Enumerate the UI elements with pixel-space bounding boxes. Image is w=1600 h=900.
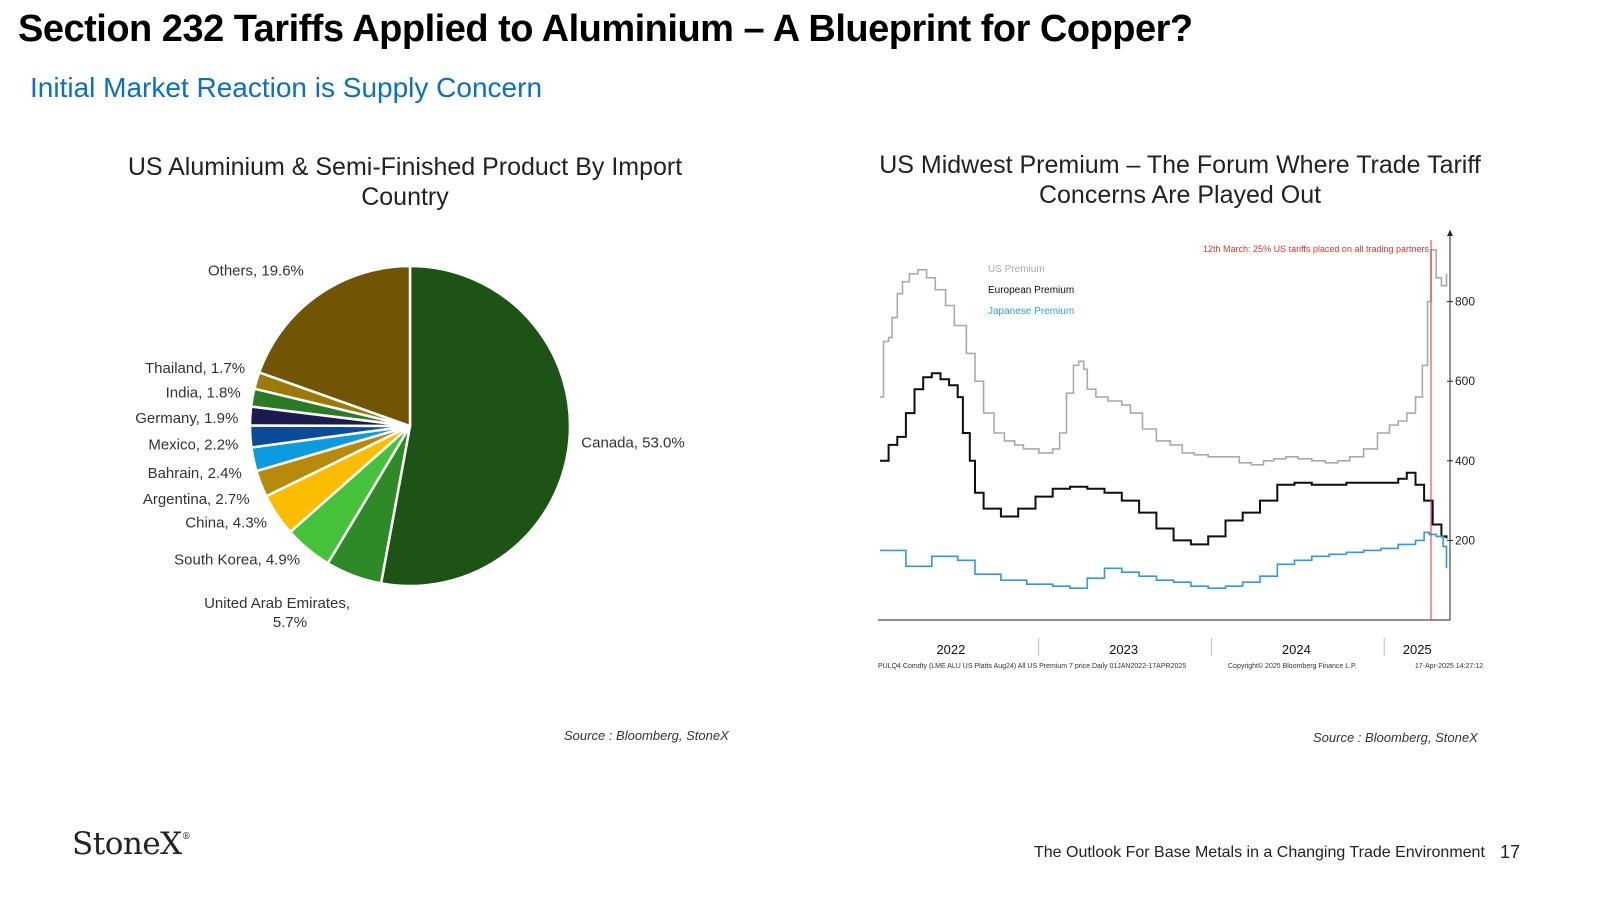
pie-slice xyxy=(257,264,412,428)
pie-slice-label: United Arab Emirates, 5.7% xyxy=(204,595,350,631)
pie-slice-label: Mexico, 2.2% xyxy=(148,436,238,453)
pie-slice-label: India, 1.8% xyxy=(166,384,241,401)
legend-entry: European Premium xyxy=(988,285,1074,296)
pie-slice-label: China, 4.3% xyxy=(185,515,267,532)
chart-footnote: 17-Apr-2025 14:27:12 xyxy=(1415,663,1483,670)
legend-entry: US Premium xyxy=(988,264,1045,275)
pie-slice-label: South Korea, 4.9% xyxy=(174,551,300,568)
y-tick-label: 800 xyxy=(1455,295,1475,309)
y-tick-label: 200 xyxy=(1455,533,1475,547)
series-line xyxy=(880,249,1448,466)
series-line xyxy=(880,531,1448,589)
logo-text: StoneX xyxy=(72,826,182,862)
x-tick-label: 2023 xyxy=(1109,642,1138,657)
pie-chart-title: US Aluminium & Semi-Finished Product By … xyxy=(127,153,683,211)
legend-entry: Japanese Premium xyxy=(988,306,1074,317)
stonex-logo: StoneX® xyxy=(72,826,191,862)
x-tick-label: 2022 xyxy=(936,642,965,657)
pie-slice-label: Others, 19.6% xyxy=(208,263,304,280)
series-line xyxy=(880,372,1448,546)
line-chart-title: US Midwest Premium – The Forum Where Tra… xyxy=(879,151,1481,209)
y-tick-label: 600 xyxy=(1455,374,1475,388)
pie-slice-label: Thailand, 1.7% xyxy=(145,360,245,377)
line-chart: 200 400 600 800 2022 2023 2024 2025 PULQ4 Comdty… xyxy=(878,230,1483,670)
chart-footnote: Copyright© 2025 Bloomberg Finance L.P. xyxy=(1228,662,1357,670)
y-axis-arrow xyxy=(1447,230,1453,236)
page-subtitle: Initial Market Reaction is Supply Concer… xyxy=(30,72,543,103)
pie-slice-label: Argentina, 2.7% xyxy=(143,491,250,508)
pie-slice xyxy=(379,264,572,588)
footer-text: The Outlook For Base Metals in a Changin… xyxy=(1034,844,1485,861)
logo-mark: ® xyxy=(181,832,191,842)
y-tick-label: 400 xyxy=(1455,454,1475,468)
annotation-text: 12th March: 25% US tariffs placed on all… xyxy=(1203,244,1429,254)
chart-footnote: PULQ4 Comdty (LME ALU US Platts Aug24) A… xyxy=(878,663,1186,670)
pie-slice-label: Bahrain, 2.4% xyxy=(148,465,242,482)
x-tick-label: 2024 xyxy=(1282,642,1311,657)
pie-slice-label: Germany, 1.9% xyxy=(135,410,238,427)
x-tick-label: 2025 xyxy=(1403,642,1432,657)
page-title: Section 232 Tariffs Applied to Aluminium… xyxy=(18,8,1193,50)
page-number: 17 xyxy=(1500,842,1521,862)
line-chart-source: Source : Bloomberg, StoneX xyxy=(1313,730,1478,745)
pie-chart: Canada, 53.0% United Arab Emirates, 5.7% So… xyxy=(135,263,685,631)
pie-chart-source: Source : Bloomberg, StoneX xyxy=(564,728,729,743)
pie-slice-label: Canada, 53.0% xyxy=(581,435,684,452)
